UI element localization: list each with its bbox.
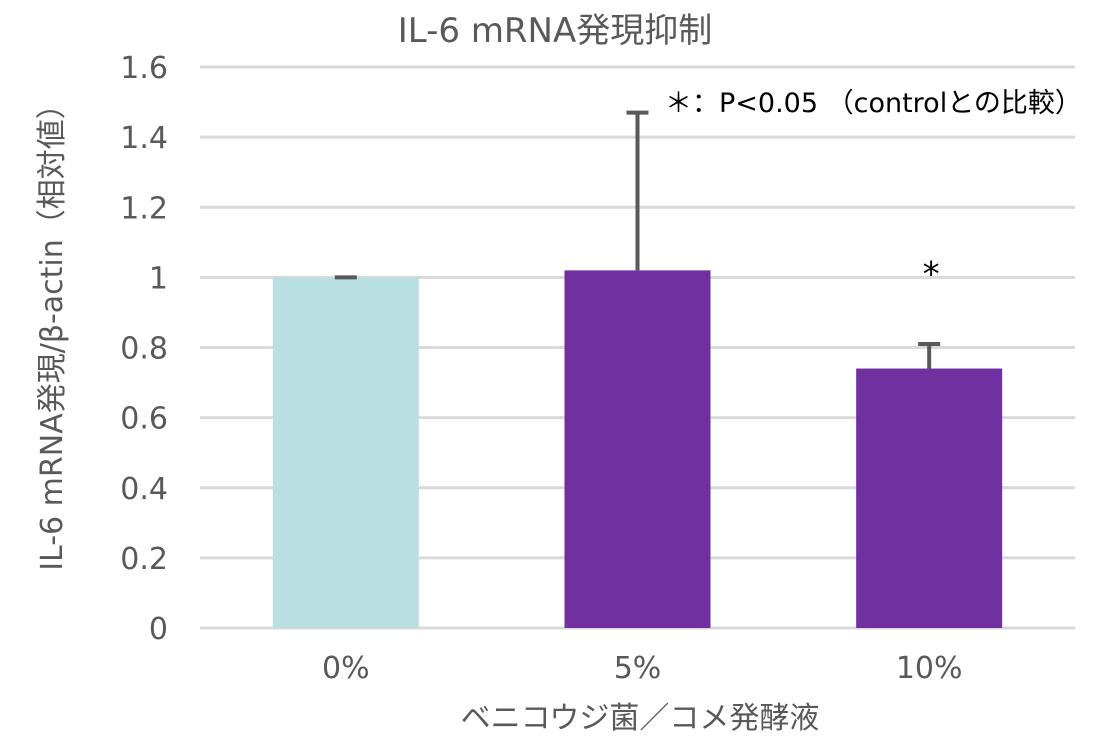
y-axis-label: IL-6 mRNA発現/β-actin（相対値） xyxy=(35,89,70,571)
x-tick-label: 0% xyxy=(322,651,370,686)
x-tick-labels: 0% 5% 10% xyxy=(322,651,962,686)
y-tick-label: 0.4 xyxy=(120,472,168,507)
y-tick-label: 0.6 xyxy=(120,402,168,437)
y-tick-label: 1.6 xyxy=(120,51,168,86)
x-axis-label: ベニコウジ菌／コメ発酵液 xyxy=(461,701,820,736)
y-tick-label: 0 xyxy=(149,612,168,647)
y-tick-label: 1.4 xyxy=(120,121,168,156)
bar xyxy=(272,277,419,628)
bars: * xyxy=(272,110,1003,628)
y-tick-label: 0.2 xyxy=(120,542,168,577)
y-tick-labels: 0 0.2 0.4 0.6 0.8 1 1.2 1.4 1.6 xyxy=(120,51,168,647)
y-tick-label: 0.8 xyxy=(120,332,168,367)
significance-annotation: ＊：P<0.05 （controlとの比較） xyxy=(665,88,1082,119)
bar xyxy=(856,368,1003,628)
bar xyxy=(564,270,711,628)
x-tick-label: 10% xyxy=(896,651,963,686)
chart-title: IL-6 mRNA発現抑制 xyxy=(398,11,713,51)
x-tick-label: 5% xyxy=(614,651,662,686)
y-tick-label: 1 xyxy=(149,261,168,296)
y-tick-label: 1.2 xyxy=(120,191,168,226)
significance-marker: * xyxy=(923,254,940,294)
